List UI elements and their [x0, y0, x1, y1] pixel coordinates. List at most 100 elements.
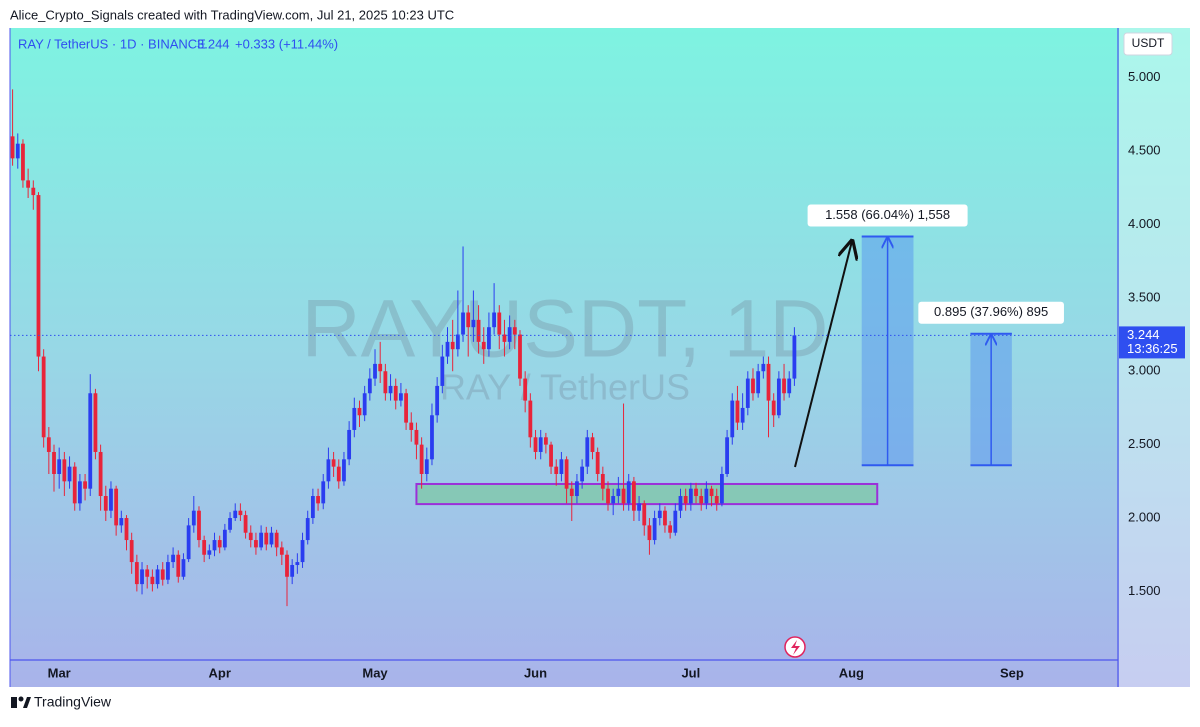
y-tick-label: 1.500 — [1128, 583, 1161, 598]
events-bolt — [791, 640, 800, 655]
candle-body — [611, 496, 616, 504]
candle-body — [140, 569, 144, 585]
candle-body — [507, 327, 512, 342]
x-tick-label: Aug — [839, 665, 864, 680]
candle-body — [487, 327, 491, 350]
candle-body — [528, 400, 533, 438]
y-tick-label: 4.000 — [1128, 216, 1161, 231]
candle-body — [228, 518, 232, 530]
bar-countdown: 13:36:25 — [1127, 341, 1178, 356]
candle-body — [31, 187, 36, 196]
candle-body — [41, 356, 46, 438]
candle-body — [166, 562, 170, 580]
candle-body — [538, 437, 543, 452]
candle-body — [512, 327, 517, 335]
support-zone — [415, 482, 879, 506]
candle-body — [595, 451, 600, 474]
candle-body — [88, 393, 93, 489]
candle-body — [155, 569, 160, 585]
candle-body — [647, 525, 652, 541]
symbol-legend: RAY / TetherUS · 1D · BINANCE — [18, 36, 206, 51]
candle-body — [264, 532, 269, 545]
candle-body — [46, 437, 51, 452]
candle-body — [637, 503, 641, 511]
candle-body — [745, 378, 750, 408]
y-tick-label: 3.000 — [1128, 363, 1161, 378]
candle-body — [445, 341, 450, 357]
candle-body — [212, 540, 217, 551]
candle-body — [378, 363, 383, 372]
candle-body — [393, 385, 398, 401]
candle-body — [466, 312, 471, 328]
footer-band — [0, 687, 1200, 722]
candle-body — [326, 459, 331, 482]
candle-body — [285, 554, 289, 577]
candle-body — [114, 488, 119, 526]
x-tick-label: Jun — [524, 665, 547, 680]
measure-label-box — [807, 204, 968, 227]
candle-body — [590, 437, 595, 452]
candle-body — [295, 562, 300, 566]
candle-body — [502, 334, 507, 342]
candle-body — [751, 378, 755, 394]
candle-body — [678, 496, 683, 511]
candle-body — [481, 341, 486, 350]
candle-body — [704, 488, 709, 504]
candle-body — [523, 378, 528, 401]
candle-body — [766, 363, 771, 401]
y-tick-label: 2.000 — [1128, 509, 1161, 524]
x-tick-label: Mar — [48, 665, 71, 680]
candle-body — [93, 393, 98, 452]
candle-body — [657, 510, 662, 519]
candle-body — [735, 400, 740, 423]
last-price-marker — [1119, 326, 1185, 359]
brand-logo — [11, 697, 17, 708]
candle-body — [352, 407, 357, 430]
attribution: Alice_Crypto_Signals created with Tradin… — [10, 7, 454, 22]
candle-body — [222, 529, 227, 548]
candle-body — [668, 525, 673, 533]
y-tick-label: 5.000 — [1128, 69, 1161, 84]
candle-body — [36, 195, 41, 357]
chart-background — [10, 28, 1190, 687]
candle-body — [373, 363, 377, 379]
candle-body — [191, 510, 196, 526]
candle-body — [383, 371, 388, 394]
unit-box[interactable] — [1123, 32, 1173, 56]
candle-body — [606, 488, 610, 504]
candle-body — [694, 488, 698, 497]
candle-body — [336, 466, 341, 482]
x-tick-label: Sep — [1000, 665, 1024, 680]
candle-body — [575, 481, 579, 497]
candle-body — [367, 378, 372, 394]
candle-body — [409, 422, 414, 430]
candle-body — [310, 496, 315, 519]
trend-arrow — [794, 241, 852, 468]
candle-body — [564, 459, 569, 489]
candle-body — [342, 459, 346, 482]
brand-logo-mark — [23, 697, 31, 708]
candle-body — [233, 510, 238, 519]
candle-body — [761, 363, 766, 372]
candle-body — [171, 554, 175, 563]
candle-body — [631, 481, 636, 511]
candle-body — [202, 540, 207, 555]
candle-body — [424, 459, 429, 474]
candle-body — [176, 554, 181, 577]
candle-body — [321, 481, 326, 504]
candle-body — [600, 473, 605, 489]
candle-body — [10, 136, 15, 159]
candle-body — [776, 378, 781, 416]
candle-body — [559, 459, 564, 474]
candle-body — [497, 312, 502, 335]
candle-body — [714, 496, 719, 504]
candle-body — [279, 547, 284, 555]
candle-body — [52, 451, 56, 474]
candle-body — [518, 334, 522, 379]
candle-body — [419, 444, 424, 474]
candle-body — [129, 540, 134, 563]
candle-body — [67, 466, 72, 482]
candle-body — [269, 532, 274, 545]
candle-body — [331, 459, 336, 467]
